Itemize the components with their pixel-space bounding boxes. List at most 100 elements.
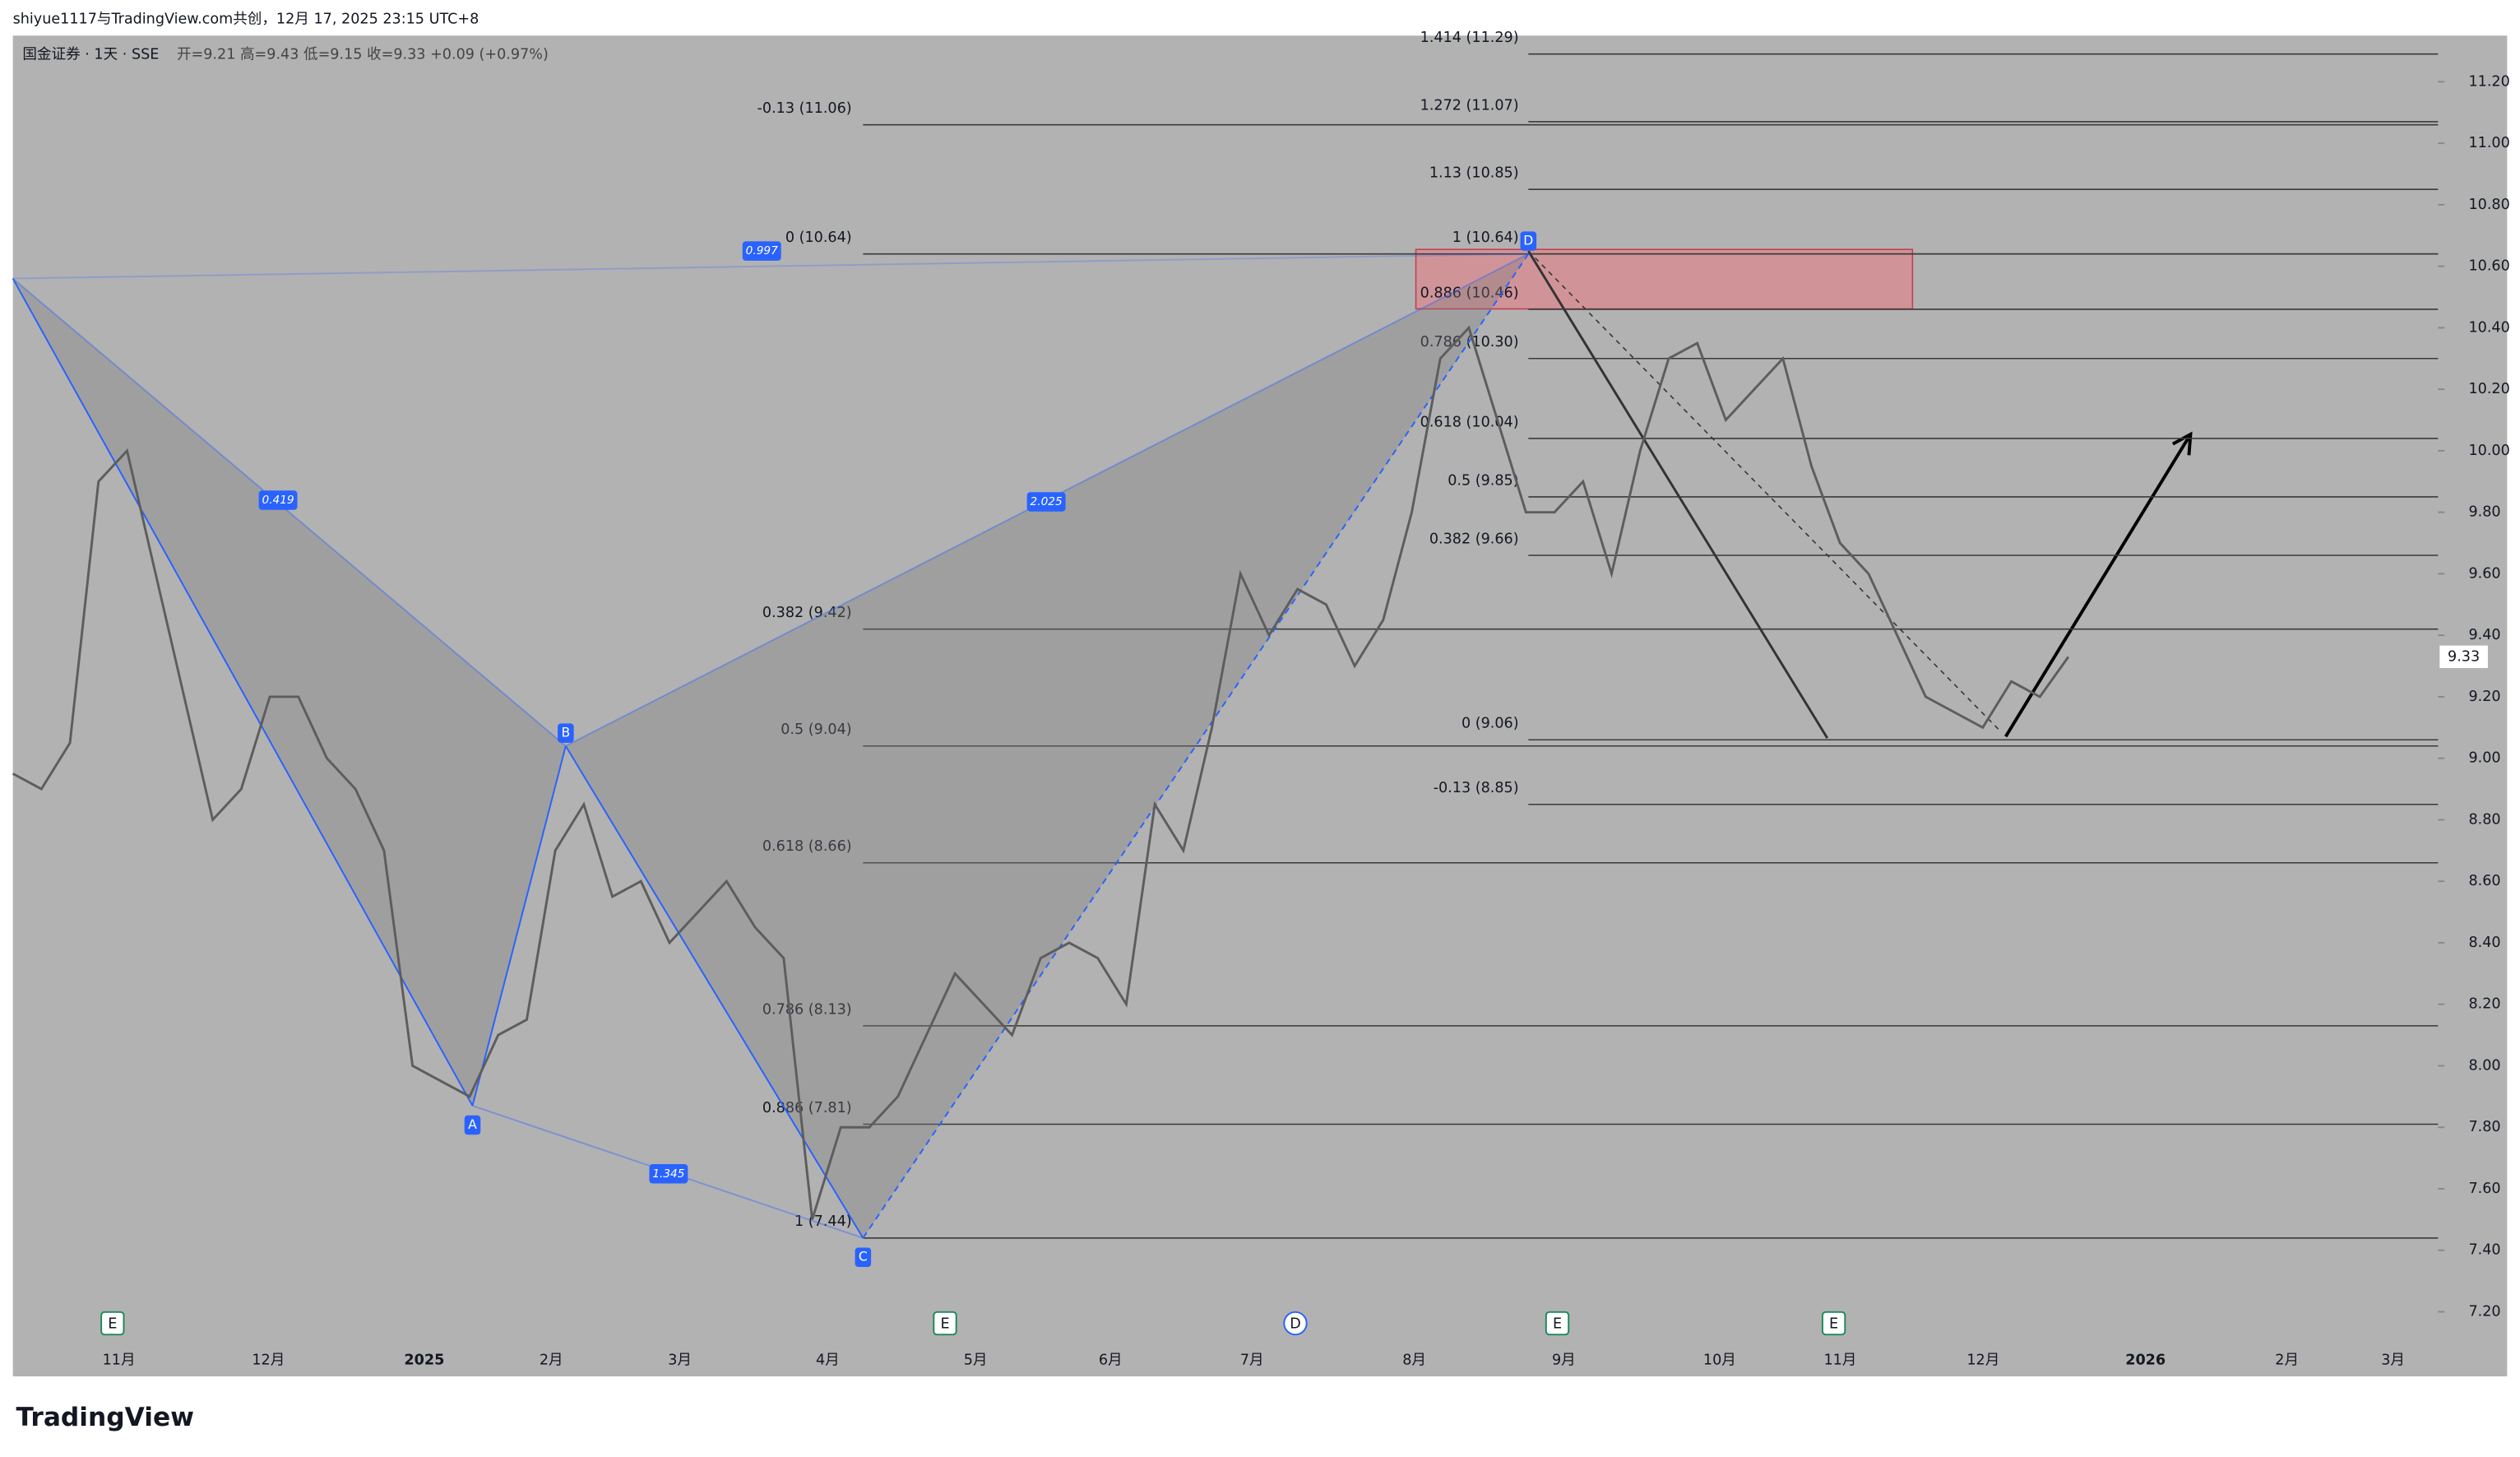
y-tick-label: 10.00	[2468, 443, 2509, 459]
y-tick-label: 8.00	[2468, 1057, 2500, 1074]
y-tick-label: 9.20	[2468, 689, 2500, 705]
ratio-badge	[258, 490, 298, 510]
event-label: E	[1553, 1315, 1562, 1332]
y-tick-label: 7.20	[2468, 1304, 2500, 1320]
x-tick-label: 3月	[2381, 1352, 2405, 1368]
ratio-label: 0.419	[262, 494, 294, 507]
x-tick-label: 5月	[964, 1352, 988, 1368]
fib-label: 0.5 (9.04)	[781, 722, 851, 738]
last-price-label: 9.33	[2448, 648, 2480, 665]
x-tick-label: 11月	[103, 1352, 136, 1368]
brand: TradingView	[16, 1403, 195, 1432]
point-label: B	[561, 725, 570, 740]
fib-label: 0.618 (10.04)	[1420, 414, 1519, 430]
trend-line	[1527, 250, 1829, 739]
y-tick-label: 7.60	[2468, 1181, 2500, 1197]
y-tick-label: 11.00	[2468, 135, 2509, 151]
x-tick-label: 10月	[1703, 1352, 1736, 1368]
y-tick-label: 8.40	[2468, 935, 2500, 951]
x-tick-label: 12月	[252, 1352, 285, 1368]
point-label: D	[1523, 233, 1533, 248]
fib-label: 1 (7.44)	[794, 1213, 852, 1230]
y-tick-label: 8.80	[2468, 811, 2500, 828]
point-badge	[464, 1115, 481, 1135]
fib-label: 1.13 (10.85)	[1429, 165, 1519, 182]
y-tick-label: 10.80	[2468, 197, 2509, 213]
x-tick-label: 8月	[1402, 1352, 1426, 1368]
arrow	[2004, 433, 2193, 738]
y-tick-label: 9.00	[2468, 750, 2500, 767]
ratio-label: 2.025	[1031, 495, 1063, 508]
x-tick-label: 11月	[1823, 1352, 1856, 1368]
fib-label: 1.272 (11.07)	[1420, 97, 1519, 114]
fib-label: 0.618 (8.66)	[762, 838, 852, 855]
y-tick-label: 7.80	[2468, 1119, 2500, 1135]
point-badge	[855, 1247, 872, 1267]
dashed-line	[1527, 250, 2002, 732]
point-label: A	[468, 1116, 477, 1132]
fib-label: 0.382 (9.66)	[1429, 531, 1519, 547]
x-tick-label: 12月	[1966, 1352, 1999, 1368]
pattern-leg	[565, 745, 864, 1239]
fib-label: 0.786 (8.13)	[762, 1001, 852, 1018]
event-icon	[933, 1311, 957, 1336]
chart-layer: 7.20 7.40 7.60 7.80 8.00 8.20 8.40 8.60 8.80 9.00…	[12, 30, 2510, 1368]
symbol: 国金证券 · 1天 · SSE	[22, 47, 159, 63]
event-label: E	[940, 1315, 949, 1332]
fib-label: 0 (9.06)	[1462, 716, 1519, 732]
ratio-label: 1.345	[652, 1167, 684, 1181]
fib-label: 0.886 (7.81)	[762, 1100, 852, 1116]
x-tick-label: 7月	[1240, 1352, 1264, 1368]
ratio-badge	[1026, 492, 1066, 512]
point-badge	[1520, 231, 1537, 251]
y-tick-label: 11.20	[2468, 73, 2509, 90]
y-tick-label: 9.80	[2468, 504, 2500, 521]
fib-label: 0.886 (10.46)	[1420, 285, 1519, 301]
y-tick-label: 8.20	[2468, 996, 2500, 1013]
price-line	[12, 325, 2070, 1220]
event-label: D	[1290, 1315, 1301, 1332]
fib-label: 0.5 (9.85)	[1448, 472, 1518, 489]
ratio-badge	[649, 1164, 688, 1184]
event-label: E	[1829, 1315, 1838, 1332]
event-icon	[100, 1311, 125, 1336]
event-icon	[1545, 1311, 1570, 1336]
arrow-head	[2171, 431, 2193, 456]
y-tick-label: 8.60	[2468, 873, 2500, 889]
fib-label: 0 (10.64)	[785, 230, 852, 246]
x-tick-label: 2月	[2275, 1352, 2299, 1368]
fib-label: 1 (10.64)	[1452, 230, 1519, 246]
point-badge	[558, 723, 574, 743]
y-tick-label: 9.60	[2468, 565, 2500, 582]
watermark: shiyue1117与TradingView.com共创，12月 17, 202…	[13, 12, 479, 28]
pattern-leg	[471, 745, 567, 1107]
y-tick-label: 7.40	[2468, 1242, 2500, 1259]
pattern-leg	[12, 253, 1529, 280]
x-tick-label: 9月	[1552, 1352, 1576, 1368]
pattern-leg	[12, 277, 567, 747]
ohlc: 开=9.21 高=9.43 低=9.15 收=9.33 +0.09 (+0.97…	[177, 47, 549, 63]
chart-area	[12, 35, 2508, 1376]
event-label: E	[108, 1315, 117, 1332]
x-tick-label: 4月	[816, 1352, 840, 1368]
y-tick-label: 10.60	[2468, 258, 2509, 275]
x-tick-label: 2月	[540, 1352, 563, 1368]
y-tick-label: 9.40	[2468, 627, 2500, 643]
fib-label: 1.414 (11.29)	[1420, 30, 1519, 46]
event-icon	[1821, 1311, 1846, 1336]
pattern-fill	[12, 278, 566, 1107]
fib-label: 0.382 (9.42)	[762, 605, 852, 621]
x-tick-label: 2026	[2125, 1352, 2166, 1368]
fib-label: -0.13 (8.85)	[1434, 780, 1519, 796]
point-label: C	[859, 1249, 868, 1264]
last-price-tag	[2439, 645, 2488, 669]
ratio-badge	[742, 241, 781, 261]
y-tick-label: 10.20	[2468, 381, 2509, 397]
x-tick-label: 3月	[668, 1352, 692, 1368]
event-icon	[1283, 1311, 1308, 1336]
pattern-leg	[12, 278, 474, 1107]
fib-label: -0.13 (11.06)	[757, 100, 852, 117]
x-tick-label: 2025	[404, 1352, 444, 1368]
x-tick-label: 6月	[1099, 1352, 1123, 1368]
